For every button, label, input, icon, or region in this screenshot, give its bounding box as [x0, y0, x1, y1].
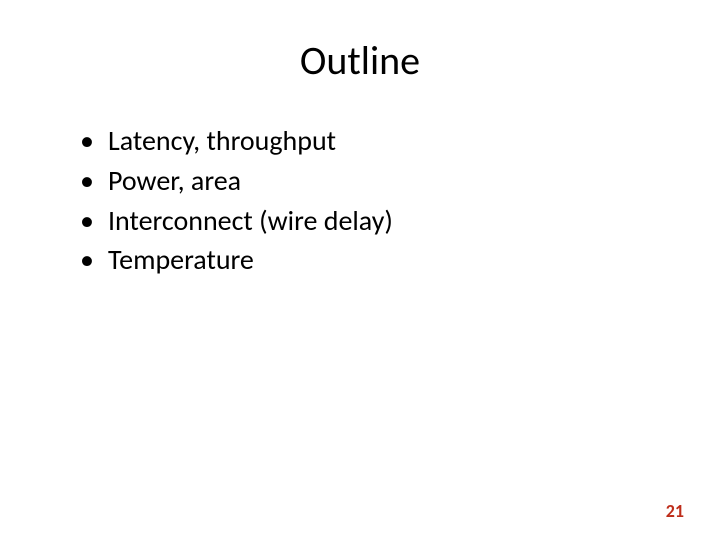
- page-number: 21: [666, 500, 684, 522]
- list-item-text: Interconnect (wire delay): [108, 203, 393, 238]
- list-item: Temperature: [80, 242, 660, 278]
- list-item: Latency, throughput: [80, 123, 660, 159]
- slide-title: Outline: [60, 36, 660, 85]
- list-item-text: Temperature: [108, 242, 254, 277]
- list-item-text: Latency, throughput: [108, 123, 336, 158]
- slide: Outline Latency, throughput Power, area …: [0, 0, 720, 540]
- bullet-list: Latency, throughput Power, area Intercon…: [60, 123, 660, 278]
- list-item-text: Power, area: [108, 163, 241, 198]
- list-item: Interconnect (wire delay): [80, 203, 660, 239]
- list-item: Power, area: [80, 163, 660, 199]
